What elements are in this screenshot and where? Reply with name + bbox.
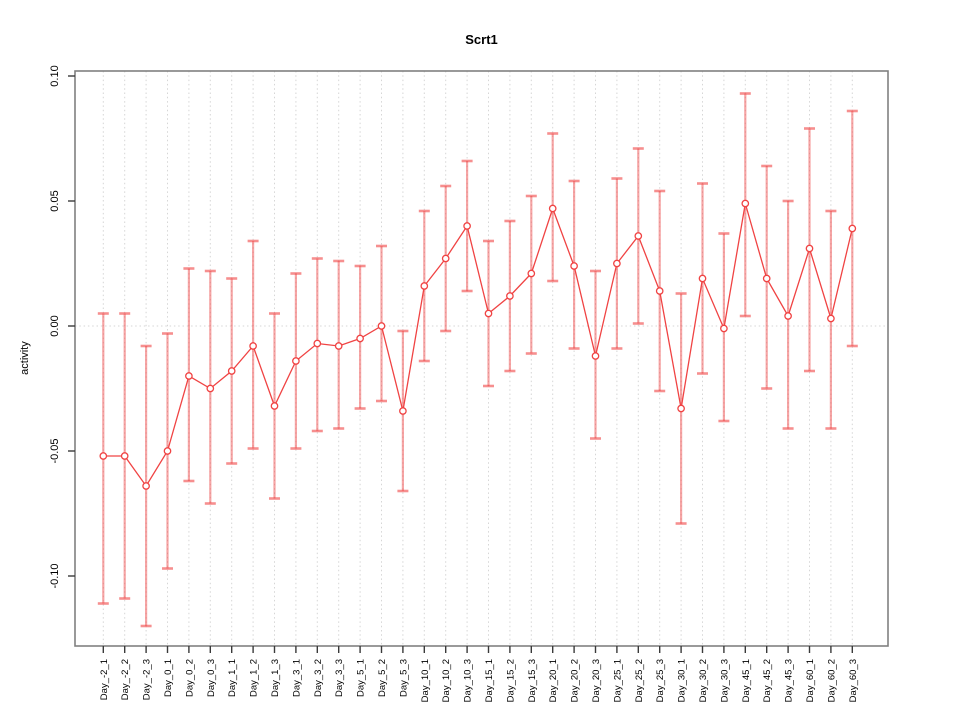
plot-frame [74, 70, 889, 647]
y-tick-label: 0.05 [49, 190, 61, 211]
x-tick-label: Day_30_3 [719, 659, 730, 702]
x-tick-label: Day_0_3 [206, 659, 217, 697]
chart-title: Scrt1 [465, 32, 498, 47]
y-tick-label: -0.10 [49, 563, 61, 588]
x-tick-label: Day_30_1 [677, 659, 688, 702]
x-tick-label: Day_10_1 [420, 659, 431, 702]
data-point-marker [420, 282, 429, 290]
x-tick-label: Day_15_3 [527, 659, 538, 702]
data-point-marker [784, 312, 792, 320]
data-point-marker [185, 372, 193, 380]
data-point-marker [634, 232, 643, 240]
data-point-marker [463, 222, 471, 230]
y-tick-label: 0.10 [49, 65, 61, 86]
y-tick-label: -0.05 [49, 438, 61, 463]
y-tick-label: 0.00 [49, 315, 61, 336]
data-point-marker [441, 254, 450, 263]
x-tick-label: Day_0_1 [163, 659, 174, 697]
data-point-marker [570, 262, 578, 270]
x-tick-label: Day_5_3 [398, 659, 409, 697]
data-point-marker [399, 407, 407, 415]
data-point-marker [377, 322, 386, 330]
x-tick-label: Day_15_1 [484, 659, 495, 702]
data-point-marker [698, 274, 707, 283]
data-point-marker [334, 342, 343, 350]
data-point-marker [848, 224, 857, 233]
data-point-marker [827, 314, 835, 323]
x-tick-label: Day_10_3 [463, 659, 474, 702]
x-tick-label: Day_45_3 [784, 659, 795, 702]
x-tick-label: Day_45_1 [741, 659, 752, 702]
data-point-marker [613, 259, 621, 268]
x-tick-label: Day_20_2 [570, 659, 581, 702]
data-point-marker [356, 334, 364, 343]
x-tick-label: Day_45_2 [762, 659, 773, 702]
x-tick-label: Day_20_1 [548, 659, 559, 702]
data-point-marker [163, 447, 172, 455]
data-point-marker [548, 204, 557, 213]
x-tick-label: Day_60_2 [826, 659, 837, 702]
data-point-marker [249, 342, 257, 350]
data-point-marker [313, 339, 322, 348]
x-tick-label: Day_3_1 [291, 659, 302, 697]
data-point-marker [506, 292, 514, 300]
data-point-marker [741, 199, 750, 208]
x-tick-label: Day_10_2 [441, 659, 452, 702]
x-tick-label: Day_20_3 [591, 659, 602, 702]
data-point-marker [484, 309, 493, 318]
series-line [103, 203, 853, 488]
x-tick-label: Day_25_1 [612, 659, 623, 702]
data-point-marker [142, 482, 150, 490]
data-point-marker [292, 357, 300, 365]
data-point-marker [762, 274, 771, 283]
x-tick-label: Day_1_1 [227, 659, 238, 697]
data-point-marker [270, 402, 279, 410]
x-tick-label: Day_25_2 [634, 659, 645, 702]
x-tick-label: Day_3_2 [313, 659, 324, 697]
x-tick-label: Day_1_2 [249, 659, 260, 697]
x-tick-label: Day_-2_2 [120, 659, 131, 700]
data-point-marker [227, 367, 236, 375]
x-tick-label: Day_60_3 [848, 659, 859, 702]
x-tick-label: Day_0_2 [184, 659, 195, 697]
x-tick-label: Day_30_2 [698, 659, 709, 702]
data-point-marker [527, 269, 536, 278]
x-tick-label: Day_-2_3 [142, 659, 153, 700]
data-point-marker [805, 244, 814, 253]
x-tick-label: Day_-2_1 [99, 659, 110, 700]
data-point-marker [677, 404, 685, 413]
data-point-marker [655, 287, 664, 295]
x-tick-label: Day_15_2 [505, 659, 516, 702]
x-tick-label: Day_3_3 [334, 659, 345, 697]
x-tick-label: Day_60_1 [805, 659, 816, 702]
x-tick-label: Day_25_3 [655, 659, 666, 702]
data-point-marker [591, 352, 600, 360]
x-tick-label: Day_5_2 [377, 659, 388, 697]
data-point-marker [99, 452, 108, 460]
data-point-marker [206, 384, 215, 393]
data-point-marker [120, 452, 129, 460]
x-tick-label: Day_5_1 [356, 659, 367, 697]
data-point-marker [720, 324, 728, 333]
x-tick-label: Day_1_3 [270, 659, 281, 697]
